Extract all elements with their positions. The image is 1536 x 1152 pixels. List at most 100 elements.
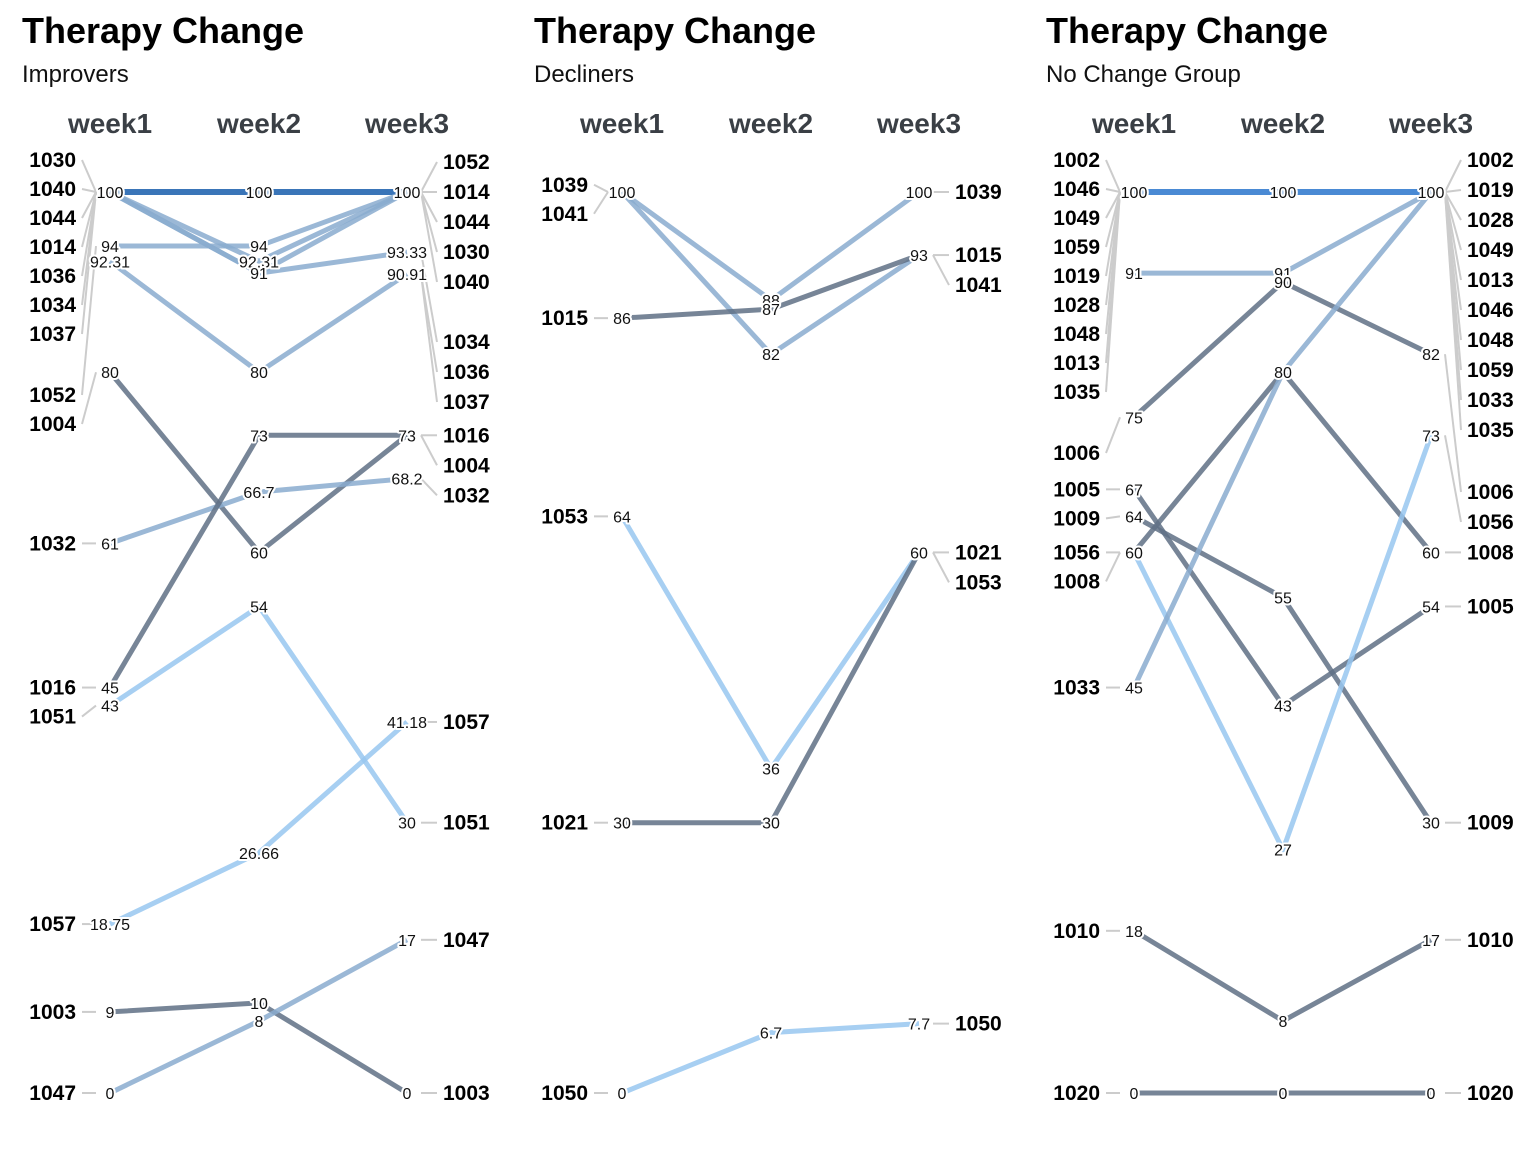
- left-connector: [81, 371, 97, 425]
- week-header-week3: week3: [364, 108, 449, 139]
- right-connector: [1444, 189, 1462, 193]
- right-id-label: 1021: [955, 541, 1002, 564]
- right-connector: [1444, 159, 1462, 193]
- point-label: 94: [101, 239, 119, 256]
- week-header-week2: week2: [216, 108, 301, 139]
- right-id-label: 1032: [443, 484, 490, 507]
- point-label: 68.2: [391, 472, 422, 489]
- right-id-label: 1033: [1467, 389, 1514, 412]
- left-connector: [81, 191, 97, 219]
- right-id-label: 1044: [443, 211, 490, 234]
- slope-chart: week1 week2 week31009492.318061454318.7590…: [29, 108, 490, 1105]
- left-id-label: 1056: [1053, 541, 1100, 564]
- left-id-label: 1003: [29, 1001, 76, 1024]
- right-connector: [1444, 191, 1462, 431]
- series-line-1016: [107, 432, 407, 689]
- series-line-1039: [620, 189, 921, 303]
- right-id-label: 1030: [443, 241, 490, 264]
- week-header-week2: week2: [728, 108, 813, 139]
- point-label-group: 1009492.318061454318.75901009492.3191807…: [88, 183, 429, 1105]
- point-label: 45: [101, 681, 119, 698]
- series-line-1004: [108, 370, 409, 555]
- connector-group: [593, 183, 950, 1094]
- right-connector: [420, 434, 438, 466]
- week-header-week3: week3: [876, 108, 961, 139]
- point-label: 0: [1279, 1086, 1288, 1103]
- series-line-1056: [1131, 434, 1434, 853]
- point-label: 90: [1274, 275, 1292, 292]
- right-id-label: 1028: [1467, 209, 1514, 232]
- point-label: 100: [246, 185, 273, 202]
- point-label: 86: [613, 311, 631, 328]
- left-connector: [81, 159, 97, 193]
- point-label: 30: [1422, 816, 1440, 833]
- right-connector: [1444, 435, 1462, 523]
- point-label: 94: [250, 239, 268, 256]
- left-id-label: 1036: [29, 265, 76, 288]
- left-id-label: 1021: [541, 812, 588, 835]
- right-connector: [932, 254, 950, 286]
- right-id-label: 1039: [955, 181, 1002, 204]
- right-id-label: 1020: [1467, 1082, 1514, 1105]
- right-id-label: 1053: [955, 571, 1002, 594]
- series-line-1014: [108, 189, 409, 276]
- point-label: 18.75: [90, 917, 130, 934]
- left-connector: [81, 191, 97, 335]
- point-label: 100: [1270, 185, 1297, 202]
- left-id-label: 1002: [1053, 149, 1100, 172]
- left-id-label: 1049: [1053, 207, 1100, 230]
- series-line-1041: [620, 190, 921, 357]
- point-label: 93: [910, 248, 928, 265]
- left-id-label: 1041: [541, 203, 588, 226]
- right-connector: [932, 551, 950, 583]
- left-id-label: 1050: [541, 1082, 588, 1105]
- series-line-1006: [1132, 279, 1433, 420]
- left-id-label: 1008: [1053, 570, 1100, 593]
- series-line-1051: [108, 603, 410, 825]
- left-id-label: 1004: [29, 413, 76, 436]
- slope-chart: week1 week2 week31009175676460451801009190…: [1053, 108, 1514, 1105]
- left-id-label: 1048: [1053, 323, 1100, 346]
- series-line-1050: [621, 1021, 920, 1096]
- point-label: 82: [1422, 347, 1440, 364]
- point-label: 9: [106, 1005, 115, 1022]
- right-connector: [1444, 191, 1462, 221]
- point-label: 55: [1274, 590, 1292, 607]
- point-label: 64: [1125, 509, 1143, 526]
- week-header-week1: week1: [579, 108, 664, 139]
- right-id-label: 1036: [443, 361, 490, 384]
- right-id-label: 1002: [1467, 149, 1514, 172]
- point-label: 91: [1274, 266, 1292, 283]
- point-label: 100: [609, 185, 636, 202]
- series-line-1015: [621, 252, 920, 321]
- decliners-panel: Therapy Change Decliners week1 week2 week3…: [512, 0, 1024, 1152]
- right-id-label: 1013: [1467, 269, 1514, 292]
- right-connector: [420, 477, 438, 496]
- series-line-1008: [1132, 369, 1433, 554]
- point-label: 60: [1422, 545, 1440, 562]
- point-label: 90.91: [387, 267, 427, 284]
- point-label: 73: [250, 428, 268, 445]
- point-label: 92.31: [90, 254, 130, 271]
- point-label: 100: [1121, 185, 1148, 202]
- point-label: 100: [906, 185, 933, 202]
- point-label: 67: [1125, 482, 1143, 499]
- series-line-1021: [622, 551, 922, 826]
- right-id-label: 1006: [1467, 481, 1514, 504]
- right-id-label: 1050: [955, 1013, 1002, 1036]
- series-line-1010: [1132, 928, 1433, 1024]
- series-line-1032: [109, 476, 408, 546]
- right-id-label: 1052: [443, 151, 490, 174]
- point-label: 17: [398, 933, 416, 950]
- right-connector: [420, 273, 438, 403]
- right-id-label: 1009: [1467, 812, 1514, 835]
- right-id-label: 1016: [443, 424, 490, 447]
- left-id-label: 1052: [29, 384, 76, 407]
- left-connector: [1105, 551, 1121, 582]
- point-label: 30: [613, 816, 631, 833]
- point-label: 75: [1125, 410, 1143, 427]
- left-id-label: 1044: [29, 207, 76, 230]
- no-change-panel: Therapy Change No Change Group week1 week…: [1024, 0, 1536, 1152]
- series-line-1036: [108, 259, 409, 375]
- point-label: 0: [106, 1086, 115, 1103]
